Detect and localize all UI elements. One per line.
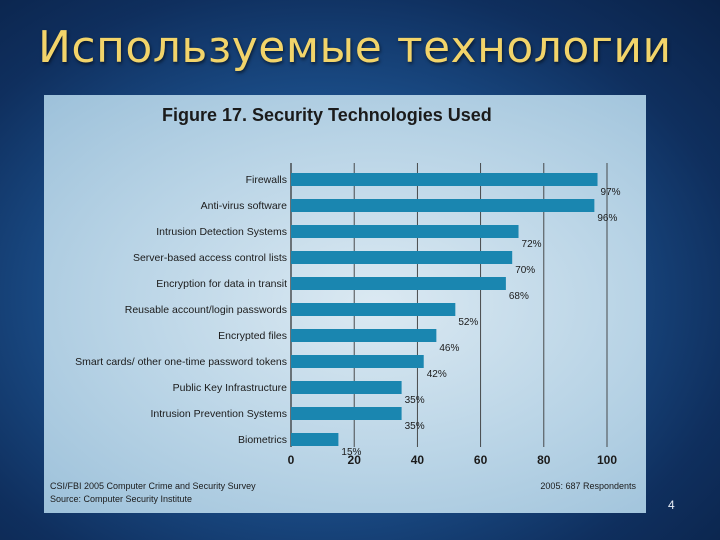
source-line-2: Source: Computer Security Institute	[50, 494, 192, 504]
bar	[291, 407, 402, 420]
data-labels: 97% 96% 72% 70% 68% 52% 46% 42% 35% 35% 15%	[341, 187, 620, 458]
category-label: Smart cards/ other one-time password tok…	[75, 356, 287, 368]
category-labels: Firewalls Anti-virus software Intrusion De…	[75, 174, 287, 446]
bar	[291, 329, 437, 342]
category-label: Intrusion Detection Systems	[156, 226, 287, 238]
category-label: Encryption for data in transit	[156, 278, 287, 290]
bar	[291, 355, 424, 368]
bars	[291, 173, 598, 446]
x-tick-label: 40	[411, 453, 425, 467]
bar	[291, 303, 456, 316]
category-label: Server-based access control lists	[133, 252, 287, 264]
bar	[291, 381, 402, 394]
data-label: 97%	[601, 187, 621, 198]
x-axis-ticks: 0 20 40 60 80 100	[288, 453, 618, 467]
x-tick-label: 80	[537, 453, 551, 467]
bar	[291, 277, 506, 290]
category-label: Firewalls	[246, 174, 287, 186]
bar-chart: Figure 17. Security Technologies Used Fi…	[50, 105, 636, 504]
bar	[291, 251, 513, 264]
data-label: 52%	[458, 317, 478, 328]
source-line-1: CSI/FBI 2005 Computer Crime and Security…	[50, 481, 256, 491]
bar	[291, 199, 595, 212]
chart-title: Figure 17. Security Technologies Used	[162, 105, 492, 125]
data-label: 15%	[341, 447, 361, 458]
data-label: 42%	[427, 369, 447, 380]
x-tick-label: 0	[288, 453, 295, 467]
category-label: Public Key Infrastructure	[173, 382, 288, 394]
category-label: Encrypted files	[218, 330, 287, 342]
category-label: Biometrics	[238, 434, 287, 446]
bar	[291, 433, 339, 446]
data-label: 35%	[405, 395, 425, 406]
category-label: Intrusion Prevention Systems	[150, 408, 287, 420]
slide-title: Используемые технологии	[38, 22, 672, 73]
category-label: Anti-virus software	[201, 200, 288, 212]
respondents-note: 2005: 687 Respondents	[540, 481, 636, 491]
page-number: 4	[668, 498, 675, 512]
data-label: 96%	[597, 213, 617, 224]
data-label: 46%	[439, 343, 459, 354]
bar	[291, 173, 598, 186]
figure-panel: Figure 17. Security Technologies Used Fi…	[44, 95, 646, 513]
x-tick-label: 100	[597, 453, 617, 467]
data-label: 35%	[405, 421, 425, 432]
data-label: 68%	[509, 291, 529, 302]
x-tick-label: 60	[474, 453, 488, 467]
bar	[291, 225, 519, 238]
x-tick-label: 20	[348, 453, 362, 467]
category-label: Reusable account/login passwords	[125, 304, 287, 316]
data-label: 70%	[515, 265, 535, 276]
data-label: 72%	[522, 239, 542, 250]
